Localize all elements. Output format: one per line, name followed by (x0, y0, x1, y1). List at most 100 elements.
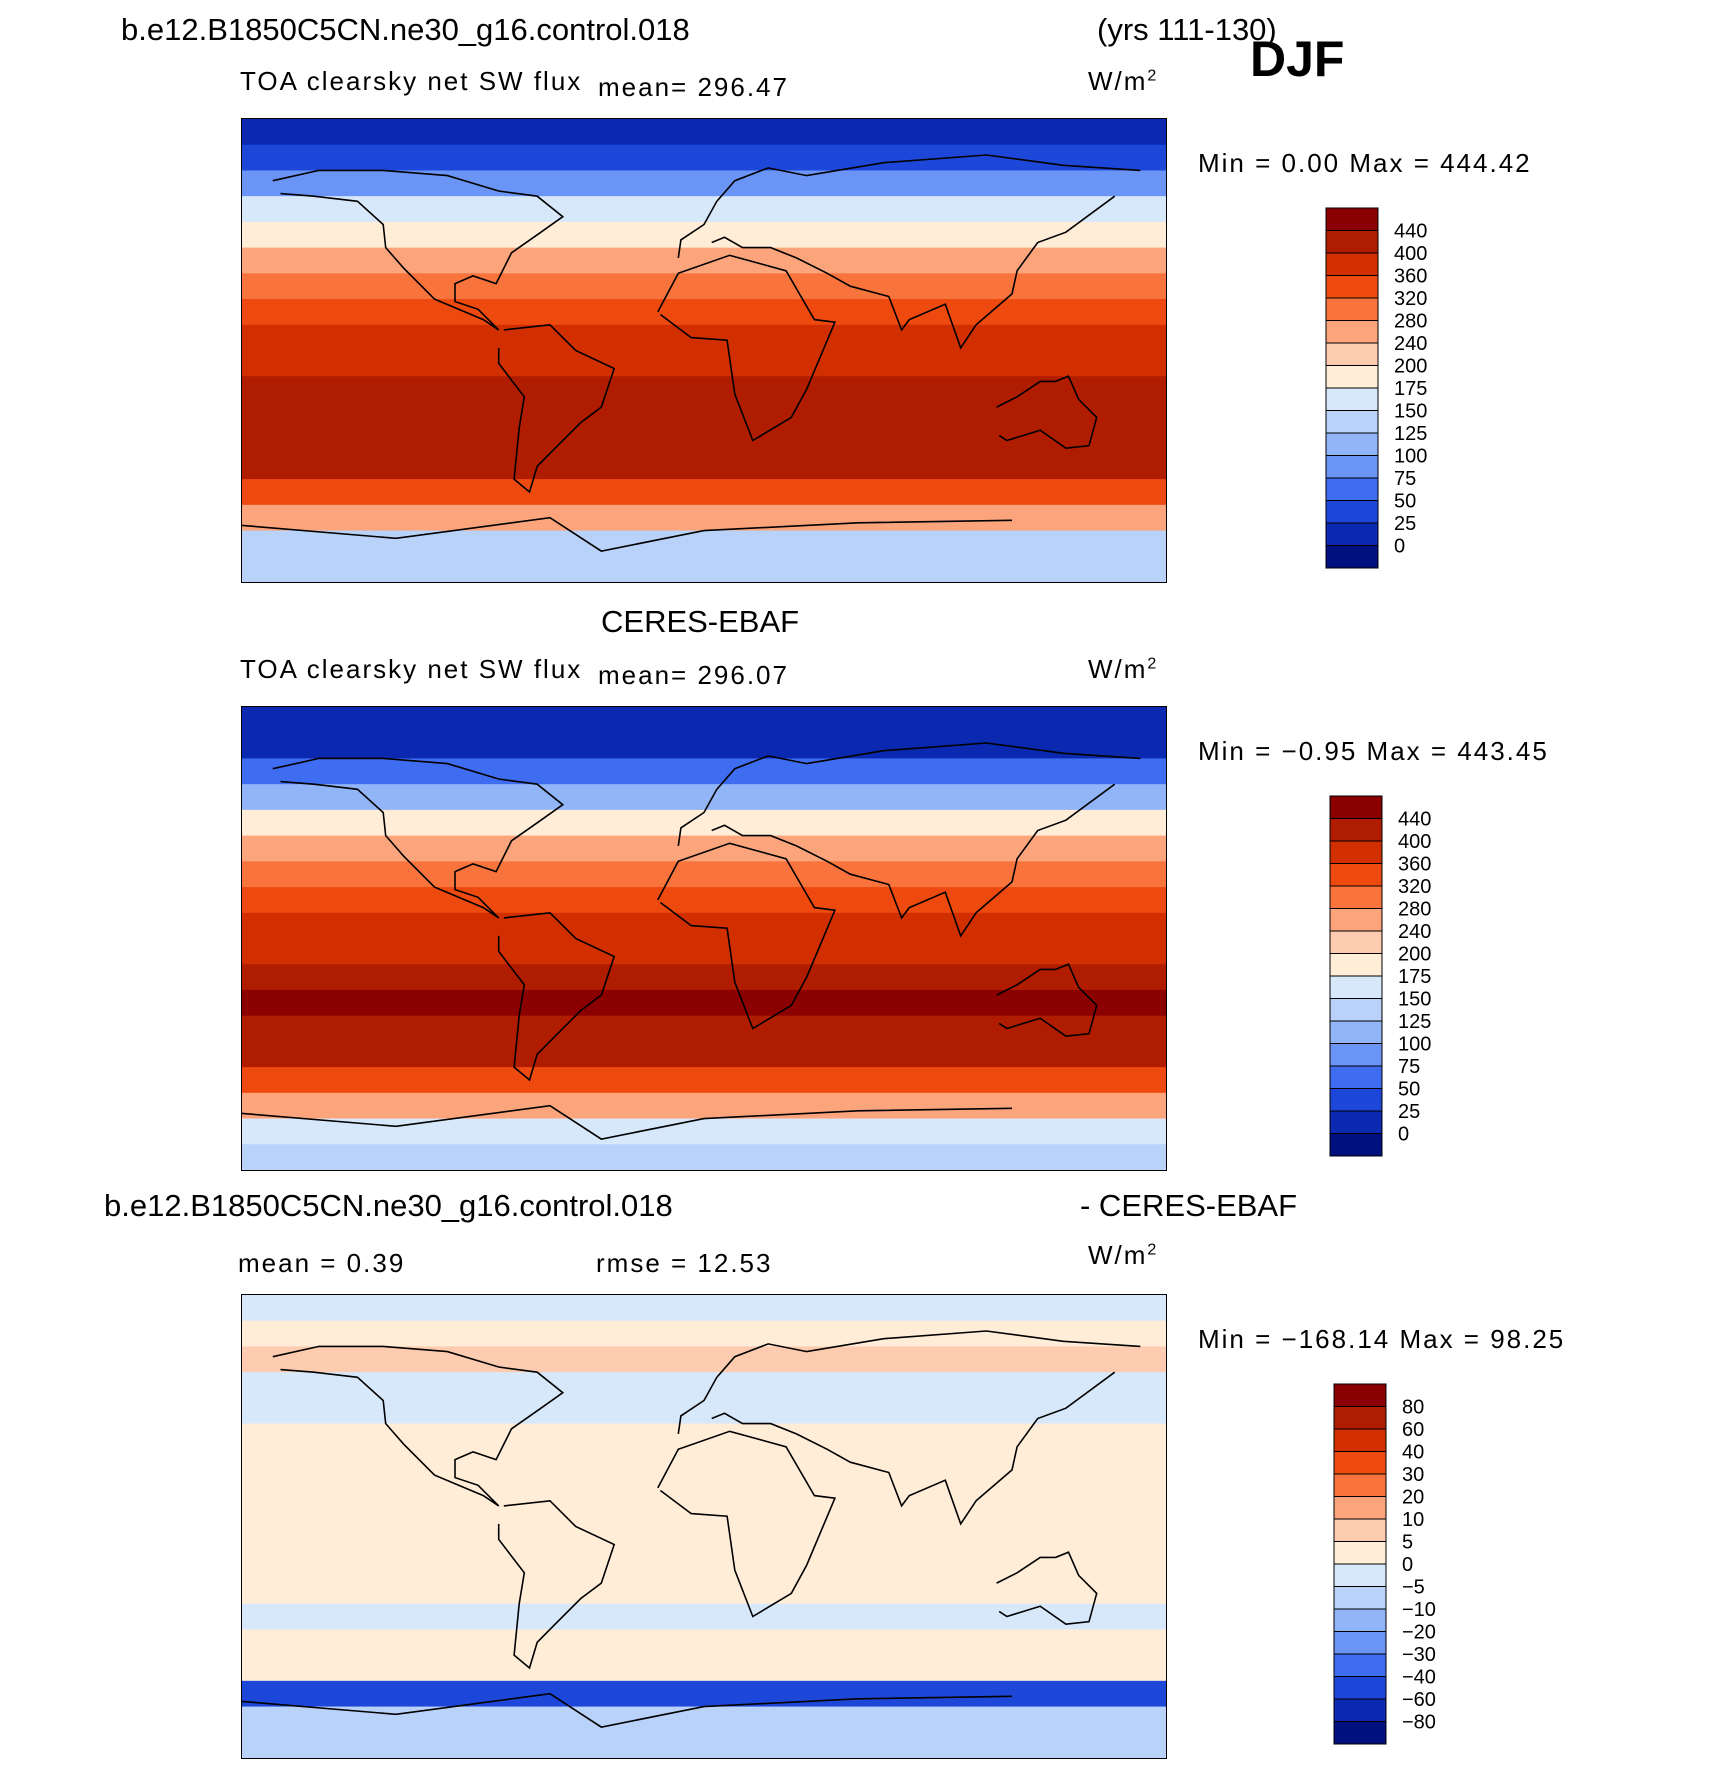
panel-obs-zonal-band (242, 835, 1166, 862)
panel-diff-colorbar-swatch (1333, 1586, 1387, 1610)
panel-model-colorbar: 440 400 360 320 280 240 200 175 150 125 100 75 50 25 0 (1325, 207, 1466, 574)
panel-model-colorbar-swatch (1325, 297, 1379, 321)
panel-model-colorbar-swatch (1325, 410, 1379, 434)
panel-obs-zonal-band (242, 732, 1166, 759)
season-label: DJF (1250, 31, 1345, 87)
panel-model-units: W/m2 (1088, 66, 1159, 96)
panel-diff-zonal-band (242, 1346, 1166, 1373)
panel-model-coastline (272, 169, 565, 331)
panel-obs-zonal-band (242, 1041, 1166, 1068)
panel-obs-colorbar-label: 100 (1398, 1034, 1431, 1056)
panel-obs-colorbar-label: 280 (1398, 899, 1431, 921)
panel-obs-zonal-band (242, 887, 1166, 914)
panel-model-colorbar-label: 240 (1394, 333, 1427, 355)
panel-diff-zonal-band (242, 1449, 1166, 1476)
panel-obs-colorbar-swatch (1329, 1020, 1383, 1044)
panel-model-zonal-band (242, 427, 1166, 454)
panel-diff-rmse: rmse = 12.53 (596, 1248, 773, 1278)
panel-diff-title-left: b.e12.B1850C5CN.ne30_g16.control.018 (104, 1188, 673, 1223)
panel-model-zonal-band (242, 376, 1166, 403)
panel-diff-colorbar-swatch (1333, 1473, 1387, 1497)
panel-model-colorbar-swatch (1325, 365, 1379, 389)
panel-model-colorbar-label: 175 (1394, 378, 1427, 400)
panel-obs-colorbar: 440 400 360 320 280 240 200 175 150 125 100 75 50 25 0 (1329, 795, 1470, 1162)
panel-obs-units: W/m2 (1088, 654, 1159, 684)
panel-diff-coastline (272, 1345, 565, 1507)
panel-obs-colorbar-swatch (1329, 885, 1383, 909)
panel-model-colorbar-label: 360 (1394, 266, 1427, 288)
panel-obs-coastline (497, 911, 616, 1082)
panel-obs-colorbar-swatch (1329, 908, 1383, 932)
panel-model-colorbar-label: 25 (1394, 513, 1416, 535)
panel-model-colorbar-label: 320 (1394, 288, 1427, 310)
panel-diff-colorbar-swatch (1333, 1608, 1387, 1632)
panel-diff-colorbar: 80 60 40 30 20 10 5 0 −5 −10 −20 −30 −40 −60 −80 (1333, 1383, 1474, 1750)
panel-model-colorbar-swatch (1325, 545, 1379, 569)
panel-obs-minmax: Min = −0.95 Max = 443.45 (1198, 736, 1549, 766)
panel-obs-zonal-band (242, 758, 1166, 785)
panel-obs-zonal-band (242, 1092, 1166, 1120)
panel-obs-coastline (996, 963, 1098, 1038)
panel-obs-coastline (272, 757, 565, 919)
panel-obs-colorbar-swatch (1329, 1110, 1383, 1134)
panel-model-colorbar-swatch (1325, 320, 1379, 344)
panel-obs-coastline (677, 742, 1141, 938)
panel-obs-zonal-band (242, 707, 1166, 734)
panel-diff-colorbar-label: 80 (1402, 1397, 1424, 1419)
panel-model-zonal-band (242, 196, 1166, 223)
panel-obs-colorbar-swatch (1329, 930, 1383, 954)
panel-obs-zonal-band (242, 938, 1166, 965)
panel-obs-colorbar-swatch (1329, 1088, 1383, 1112)
panel-diff-zonal-band (242, 1732, 1166, 1758)
panel-model-zonal-band (242, 530, 1166, 557)
panel-diff-colorbar-label: −10 (1402, 1599, 1436, 1621)
panel-obs-zonal-band (242, 1118, 1166, 1145)
panel-obs-zonal-band (242, 861, 1166, 888)
panel-obs-colorbar-label: 125 (1398, 1011, 1431, 1033)
panel-diff-zonal-band (242, 1577, 1166, 1605)
panel-model-zonal-band (242, 273, 1166, 300)
panel-diff-colorbar-label: −60 (1402, 1689, 1436, 1711)
panel-diff-coastline (677, 1330, 1141, 1526)
panel-diff-colorbar-label: 40 (1402, 1442, 1424, 1464)
panel-model-zonal-band (242, 453, 1166, 480)
panel-diff-colorbar-swatch (1333, 1541, 1387, 1565)
panel-diff-zonal-band (242, 1552, 1166, 1579)
panel-obs-colorbar-label: 360 (1398, 854, 1431, 876)
panel-diff-mean: mean = 0.39 (238, 1248, 406, 1278)
panel-model-zonal-band (242, 221, 1166, 249)
panel-diff-coastline (657, 1430, 837, 1618)
panel-model-mean: mean= 296.47 (598, 72, 789, 102)
panel-obs-variable: TOA clearsky net SW flux (240, 654, 583, 684)
panel-obs-colorbar-swatch (1329, 975, 1383, 999)
panel-diff-coastline (996, 1551, 1098, 1626)
panel-diff-title-right: - CERES-EBAF (1080, 1188, 1298, 1223)
panel-model-coastline (242, 516, 1013, 552)
panel-diff-coastline (497, 1499, 616, 1670)
panel-diff-colorbar-label: −80 (1402, 1712, 1436, 1734)
panel-diff-colorbar-swatch (1333, 1563, 1387, 1587)
panel-obs-colorbar-swatch (1329, 1133, 1383, 1157)
panel-model-zonal-band (242, 299, 1166, 326)
panel-model-colorbar-swatch (1325, 207, 1379, 231)
panel-obs-colorbar-swatch (1329, 863, 1383, 887)
panel-model-colorbar-swatch (1325, 522, 1379, 546)
panel-model-coastline (497, 323, 616, 494)
panel-diff-zonal-band (242, 1526, 1166, 1553)
panel-obs-map (241, 706, 1167, 1171)
panel-diff-zonal-band (242, 1629, 1166, 1656)
panel-obs-zonal-band (242, 1144, 1166, 1170)
panel-diff-colorbar-label: −20 (1402, 1622, 1436, 1644)
panel-obs-zonal-band (242, 809, 1166, 837)
panel-obs-zonal-band (242, 989, 1166, 1017)
panel-diff-colorbar-label: 20 (1402, 1487, 1424, 1509)
panel-model-zonal-band (242, 144, 1166, 171)
panel-obs-coastline (242, 1104, 1013, 1140)
panel-model-zonal-band (242, 556, 1166, 582)
panel-diff-colorbar-swatch (1333, 1518, 1387, 1542)
panel-model-map (241, 118, 1167, 583)
panel-diff-colorbar-label: 60 (1402, 1419, 1424, 1441)
panel-diff-zonal-band (242, 1295, 1166, 1322)
panel-model-colorbar-swatch (1325, 455, 1379, 479)
panel-model-colorbar-swatch (1325, 500, 1379, 524)
